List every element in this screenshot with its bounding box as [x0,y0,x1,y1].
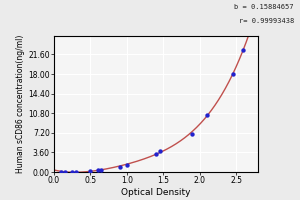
Point [70,170,75,173]
Point [241,48,246,51]
Text: r= 0.99993438: r= 0.99993438 [239,18,294,24]
Point [124,163,129,167]
Point [88,169,93,173]
Text: b = 0.15884657: b = 0.15884657 [235,4,294,10]
Point [190,132,195,136]
Point [99,168,104,172]
Point [117,166,122,169]
Point [157,149,162,152]
Y-axis label: Human sCD86 concentration(ng/ml): Human sCD86 concentration(ng/ml) [16,35,25,173]
Point [205,113,209,116]
Point [95,169,100,172]
Point [62,170,67,173]
Point [230,72,235,76]
Point [154,152,158,155]
Point [74,170,78,173]
X-axis label: Optical Density: Optical Density [121,188,191,197]
Point [59,170,64,174]
